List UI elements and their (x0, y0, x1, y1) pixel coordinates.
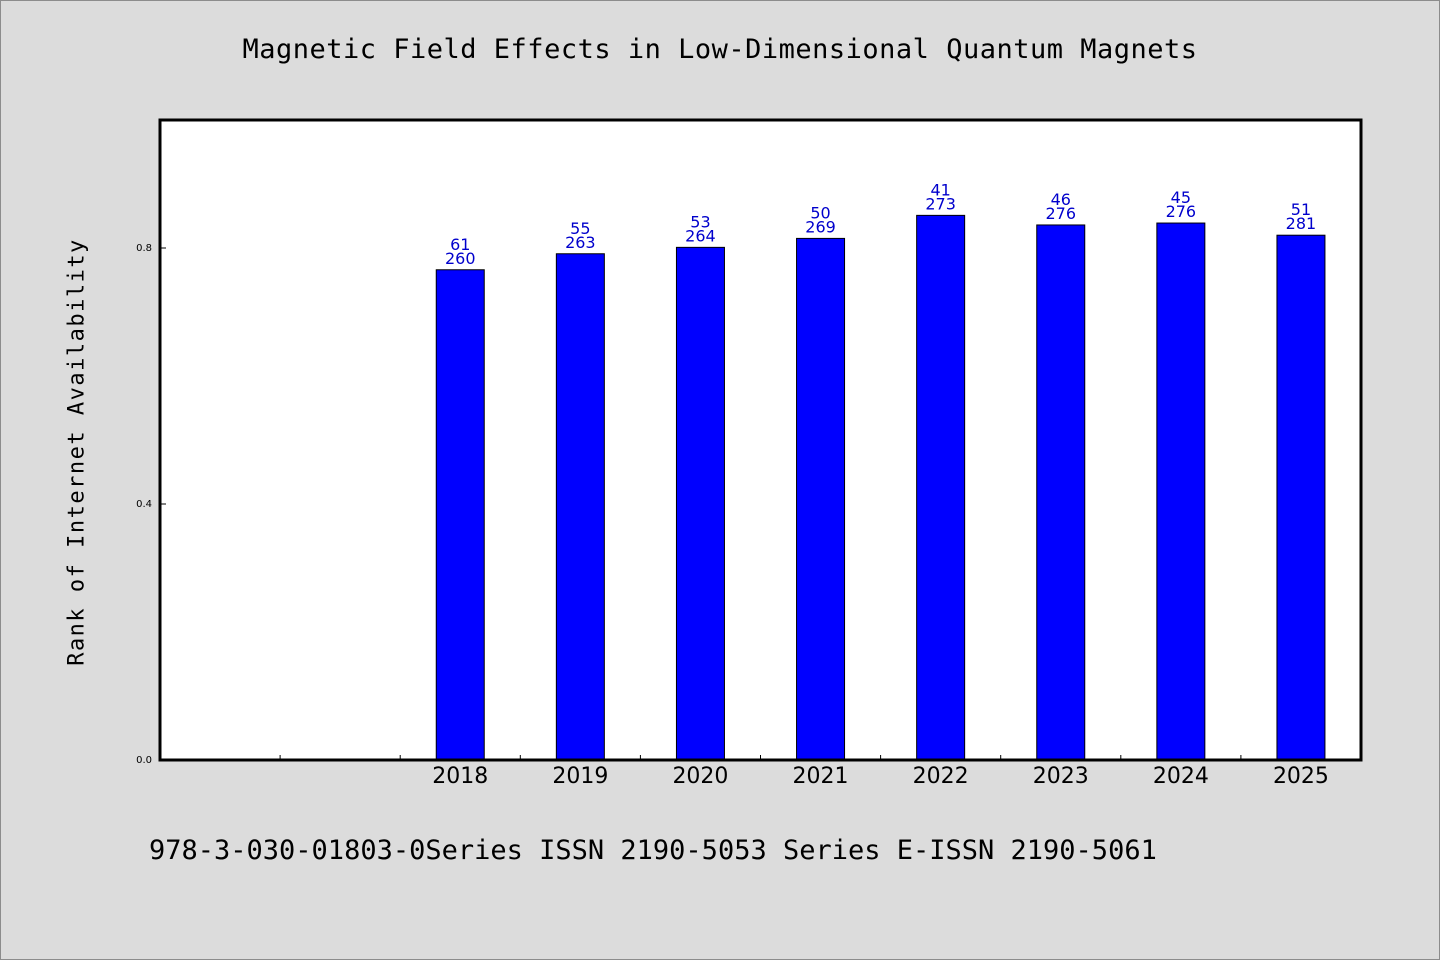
bar-label-top: 53 (690, 212, 710, 231)
x-tick-label: 2023 (1033, 764, 1089, 789)
axes-group: 2018 2019 2020 2021 2022 2023 2024 2025 0.0 0.4 0.… (136, 243, 1329, 789)
bar-2022 (916, 214, 966, 761)
bar-label-bottom: 269 (805, 217, 836, 236)
bar-2023 (1036, 224, 1086, 761)
bar-2019 (555, 253, 605, 761)
x-tick-label: 2020 (672, 764, 728, 789)
bar-label-bottom: 263 (565, 233, 596, 252)
x-tick-label: 2025 (1273, 764, 1329, 789)
bar-label-top: 51 (1291, 200, 1311, 219)
x-tick-label: 2018 (432, 764, 488, 789)
bar-2018 (435, 269, 485, 761)
bar-label-top: 41 (930, 180, 950, 199)
footer-isbn-text: 978-3-030-01803-0Series ISSN 2190-5053 S… (149, 835, 1157, 866)
bar-label-top: 61 (450, 235, 470, 254)
bar-label-bottom: 273 (925, 194, 956, 213)
bar-label-bottom: 260 (445, 249, 476, 268)
chart-title: Magnetic Field Effects in Low-Dimensiona… (242, 34, 1198, 65)
bars-group (435, 214, 1326, 761)
y-tick-label: 0.0 (136, 755, 152, 766)
x-tick-label: 2022 (913, 764, 969, 789)
bar-label-top: 50 (810, 203, 830, 222)
plot-border (158, 118, 1363, 762)
bar-label-top: 45 (1171, 188, 1191, 207)
bar-2024 (1156, 222, 1206, 761)
bar-2020 (675, 246, 725, 761)
bar-label-top: 46 (1051, 190, 1071, 209)
y-tick-label: 0.4 (136, 499, 152, 510)
x-tick-label: 2019 (552, 764, 608, 789)
y-tick-label: 0.8 (136, 243, 152, 254)
bar-label-top: 55 (570, 219, 590, 238)
y-axis-label: Rank of Internet Availability (64, 238, 90, 666)
bar-label-bottom: 276 (1045, 204, 1076, 223)
bar-2025 (1276, 234, 1326, 761)
bar-label-bottom: 276 (1166, 202, 1197, 221)
bar-2021 (796, 237, 846, 761)
bar-label-bottom: 281 (1286, 214, 1317, 233)
x-tick-label: 2021 (793, 764, 849, 789)
bar-label-bottom: 264 (685, 226, 716, 245)
x-tick-label: 2024 (1153, 764, 1209, 789)
